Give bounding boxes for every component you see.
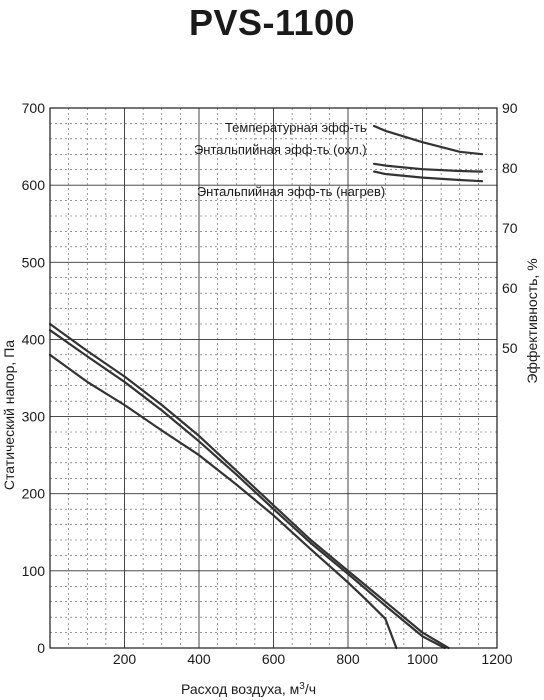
y-tick-label: 500 bbox=[22, 254, 46, 270]
series-line-3 bbox=[48, 353, 398, 650]
y-tick-label: 300 bbox=[22, 409, 46, 425]
major-grid bbox=[50, 108, 497, 648]
plot-frame bbox=[49, 107, 498, 649]
series-line-2 bbox=[48, 329, 446, 650]
y2-tick-label: 80 bbox=[502, 160, 518, 176]
y-tick-label: 200 bbox=[22, 486, 46, 502]
y2-tick-label: 90 bbox=[502, 100, 518, 116]
y-tick-label: 400 bbox=[22, 331, 46, 347]
left-tick-labels: 0 100 200 300 400 500 600 700 bbox=[22, 100, 46, 656]
x-tick-label: 200 bbox=[113, 651, 137, 667]
y-tick-label: 100 bbox=[22, 563, 46, 579]
x-tick-label: 1000 bbox=[407, 651, 438, 667]
curves bbox=[48, 124, 484, 650]
y2-axis-label: Эффективность, % bbox=[524, 258, 540, 383]
x-axis-label: Расход воздуха, м3/ч bbox=[181, 681, 316, 698]
y-axis-label: Статический напор, Па bbox=[1, 340, 17, 490]
series-line-1 bbox=[48, 322, 450, 650]
series-line-6 bbox=[373, 170, 484, 183]
curve-annotations: Температурная эфф-ть Энтальпийная эфф-ть … bbox=[194, 120, 385, 199]
chart-title: PVS-1100 bbox=[188, 2, 356, 43]
bottom-tick-labels: 200 400 600 800 1000 1200 bbox=[113, 651, 513, 667]
series-line-4 bbox=[373, 124, 484, 156]
x-tick-label: 800 bbox=[336, 651, 360, 667]
x-tick-label: 1200 bbox=[481, 651, 512, 667]
x-tick-label: 400 bbox=[187, 651, 211, 667]
curve-label-4: Температурная эфф-ть bbox=[225, 120, 367, 135]
y-tick-label: 0 bbox=[37, 640, 45, 656]
series-line-5 bbox=[373, 162, 484, 173]
y-tick-label: 700 bbox=[22, 100, 46, 116]
x-tick-label: 600 bbox=[262, 651, 286, 667]
y2-tick-label: 70 bbox=[502, 220, 518, 236]
y2-tick-label: 50 bbox=[502, 340, 518, 356]
curve-label-5: Энтальпийная эфф-ть (охл.) bbox=[194, 142, 367, 157]
y-tick-label: 600 bbox=[22, 177, 46, 193]
right-tick-labels: 50 60 70 80 90 bbox=[502, 100, 518, 356]
curve-label-6: Энтальпийная эфф-ть (нагрев) bbox=[197, 184, 385, 199]
y2-tick-label: 60 bbox=[502, 280, 518, 296]
minor-grid bbox=[50, 108, 497, 648]
